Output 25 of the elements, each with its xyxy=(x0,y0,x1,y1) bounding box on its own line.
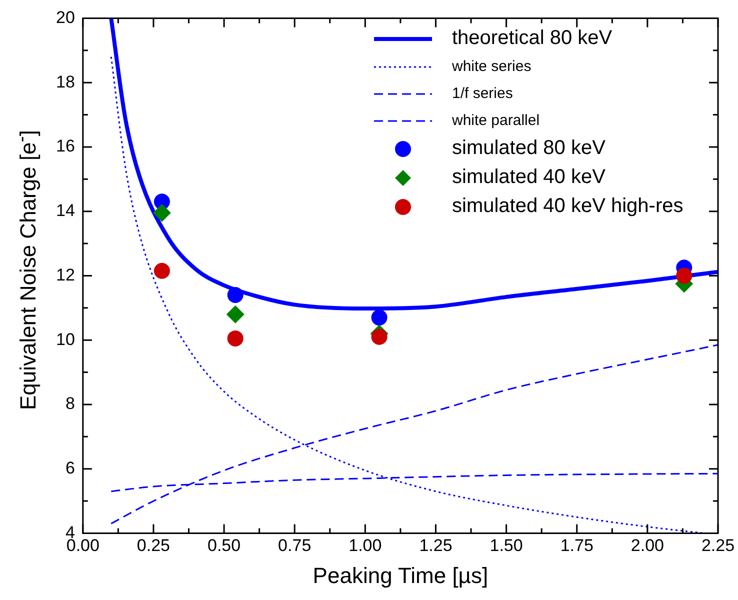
x-tick-label: 0.50 xyxy=(207,536,241,556)
y-tick-label: 18 xyxy=(56,72,75,92)
y-tick-label: 16 xyxy=(56,136,75,156)
y-tick-label: 6 xyxy=(65,458,75,478)
y-tick-label: 20 xyxy=(56,8,75,27)
x-tick-label: 2.00 xyxy=(630,536,664,556)
y-tick-label: 8 xyxy=(65,394,75,414)
y-tick-label: 10 xyxy=(56,330,75,349)
y-tick-label: 14 xyxy=(56,201,75,220)
legend-label: 1/f series xyxy=(452,85,513,102)
legend-label: theoretical 80 keV xyxy=(452,27,612,50)
x-tick-label: 1.25 xyxy=(419,536,452,556)
x-tick-label: 1.75 xyxy=(560,536,594,556)
x-tick-label: 0.75 xyxy=(278,536,312,556)
legend-label: simulated 40 keV high-res xyxy=(452,195,684,218)
x-tick-label: 1.50 xyxy=(490,536,523,556)
legend-label: white series xyxy=(452,58,532,75)
x-axis-title: Peaking Time [µs] xyxy=(312,562,488,588)
x-tick-label: 2.25 xyxy=(701,536,735,556)
x-tick-label: 0.25 xyxy=(136,536,170,556)
legend-label: simulated 80 keV xyxy=(452,137,606,160)
x-tick-label: 1.00 xyxy=(348,536,382,556)
legend-label: white parallel xyxy=(452,112,540,129)
legend-label: simulated 40 keV xyxy=(452,166,606,189)
y-tick-label: 12 xyxy=(56,265,75,284)
